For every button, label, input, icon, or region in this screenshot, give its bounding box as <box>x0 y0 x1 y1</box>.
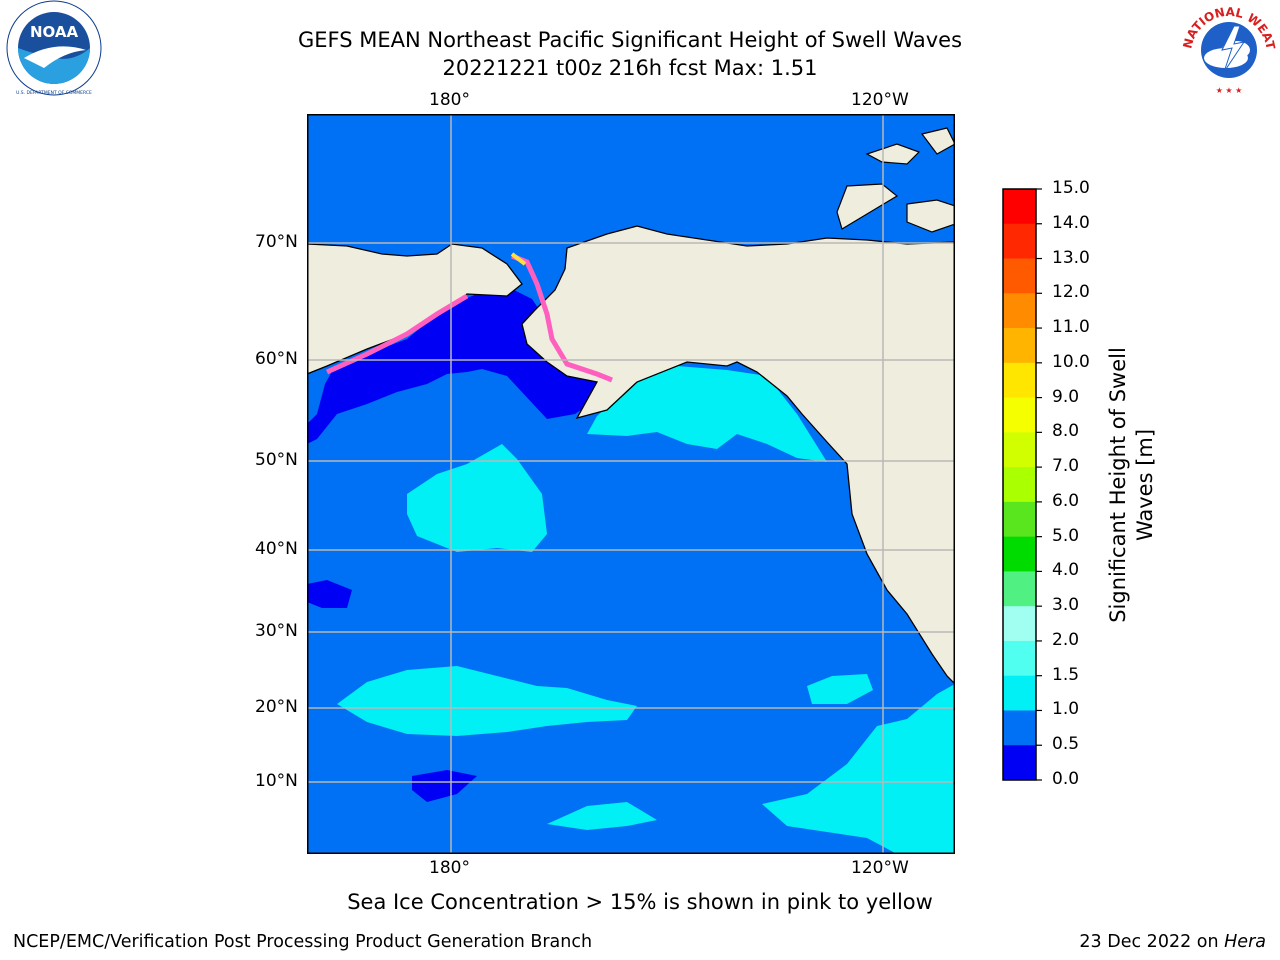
colorbar-segment <box>1003 536 1036 572</box>
colorbar-tick-label: 10.0 <box>1052 351 1090 372</box>
colorbar-segment <box>1003 640 1036 677</box>
arctic-island-4 <box>920 127 954 155</box>
map-frame <box>307 114 955 854</box>
colorbar-tick-label: 1.5 <box>1052 664 1080 685</box>
colorbar-tick-label: 1.0 <box>1052 699 1080 720</box>
colorbar-tick-label: 3.0 <box>1052 595 1080 616</box>
footer-branch: NCEP/EMC/Verification Post Processing Pr… <box>13 932 593 952</box>
colorbar-segment <box>1003 328 1036 364</box>
colorbar-title-line1: Significant Height of Swell <box>1106 347 1130 623</box>
gulf-alaska-swell <box>587 366 827 462</box>
colorbar <box>1002 188 1042 781</box>
colorbar-tick-label: 14.0 <box>1052 212 1090 233</box>
colorbar-tick-label: 4.0 <box>1052 560 1080 581</box>
siberia-land <box>307 243 523 375</box>
colorbar-tick-label: 9.0 <box>1052 386 1080 407</box>
map-gridlines <box>307 114 954 853</box>
footer-date-text: 23 Dec 2022 on <box>1079 932 1225 952</box>
colorbar-segment <box>1003 293 1036 329</box>
arctic-island-2 <box>836 183 899 230</box>
lon-label-top-180: 180° <box>429 90 470 110</box>
colorbar-tick-label: 5.0 <box>1052 525 1080 546</box>
colorbar-tick-label: 6.0 <box>1052 490 1080 511</box>
arctic-island-1 <box>865 143 921 165</box>
colorbar-segment <box>1003 571 1036 607</box>
south-patch-swell <box>547 802 657 830</box>
colorbar-tick-label: 0.0 <box>1052 769 1080 789</box>
colorbar-segment <box>1003 745 1036 781</box>
swell-height-map <box>307 114 955 854</box>
chart-title-line2: 20221221 t00z 216h fcst Max: 1.51 <box>442 56 818 80</box>
mid-ocean-swell <box>407 444 547 552</box>
lon-label-top-120w: 120°W <box>851 90 909 110</box>
sea-ice-high <box>510 252 527 266</box>
svg-text:★ ★ ★: ★ ★ ★ <box>1216 86 1243 95</box>
colorbar-tick-label: 0.5 <box>1052 734 1080 755</box>
west-low-patch <box>307 580 352 608</box>
footer-date: 23 Dec 2022 on Hera <box>1079 932 1266 952</box>
colorbar-tick-label: 15.0 <box>1052 178 1090 198</box>
lon-label-bottom-180: 180° <box>429 858 470 878</box>
arctic-island-3 <box>906 199 954 233</box>
lat-label-40n: 40°N <box>255 539 298 559</box>
south-low-patch <box>412 770 477 802</box>
colorbar-title: Significant Height of Swell Waves [m] <box>1105 347 1159 623</box>
colorbar-segment <box>1003 606 1036 642</box>
colorbar-segment <box>1003 223 1036 260</box>
nws-logo-icon: NATIONAL WEATHER SERVICE ★ ★ ★ <box>1178 0 1278 95</box>
colorbar-segment <box>1003 362 1036 399</box>
lon-label-bottom-120w: 120°W <box>851 858 909 878</box>
colorbar-tick-label: 12.0 <box>1052 282 1090 303</box>
colorbar-segment <box>1003 397 1036 433</box>
lat-label-50n: 50°N <box>255 450 298 470</box>
footer-host: Hera <box>1224 932 1266 952</box>
colorbar-tick-label: 13.0 <box>1052 247 1090 268</box>
colorbar-segment <box>1003 258 1036 294</box>
sea-ice-caption: Sea Ice Concentration > 15% is shown in … <box>347 890 933 914</box>
sea-ice-edge-alaska <box>511 253 613 383</box>
colorbar-tick-label: 7.0 <box>1052 456 1080 477</box>
lat-label-10n: 10°N <box>255 771 298 791</box>
chart-title-line1: GEFS MEAN Northeast Pacific Significant … <box>297 28 963 52</box>
colorbar-segment <box>1003 189 1036 225</box>
lat-label-30n: 30°N <box>255 621 298 641</box>
east-patch-swell <box>807 674 873 704</box>
colorbar-tick-label: 2.0 <box>1052 629 1080 650</box>
colorbar-tick-label: 8.0 <box>1052 421 1080 442</box>
lat-label-20n: 20°N <box>255 697 298 717</box>
svg-text:U.S. DEPARTMENT OF COMMERCE: U.S. DEPARTMENT OF COMMERCE <box>16 90 92 96</box>
hawaii-band-swell <box>337 666 637 736</box>
colorbar-segment <box>1003 710 1036 746</box>
colorbar-title-line2: Waves [m] <box>1133 428 1157 542</box>
lat-label-70n: 70°N <box>255 232 298 252</box>
colorbar-tick-label: 11.0 <box>1052 317 1090 338</box>
southeast-swell <box>762 684 954 853</box>
noaa-logo-icon: NOAA U.S. DEPARTMENT OF COMMERCE <box>6 0 102 96</box>
colorbar-segment <box>1003 501 1036 538</box>
svg-text:NOAA: NOAA <box>30 23 79 41</box>
colorbar-segment <box>1003 467 1036 503</box>
colorbar-segment <box>1003 675 1036 711</box>
colorbar-segment <box>1003 432 1036 468</box>
lat-label-60n: 60°N <box>255 349 298 369</box>
